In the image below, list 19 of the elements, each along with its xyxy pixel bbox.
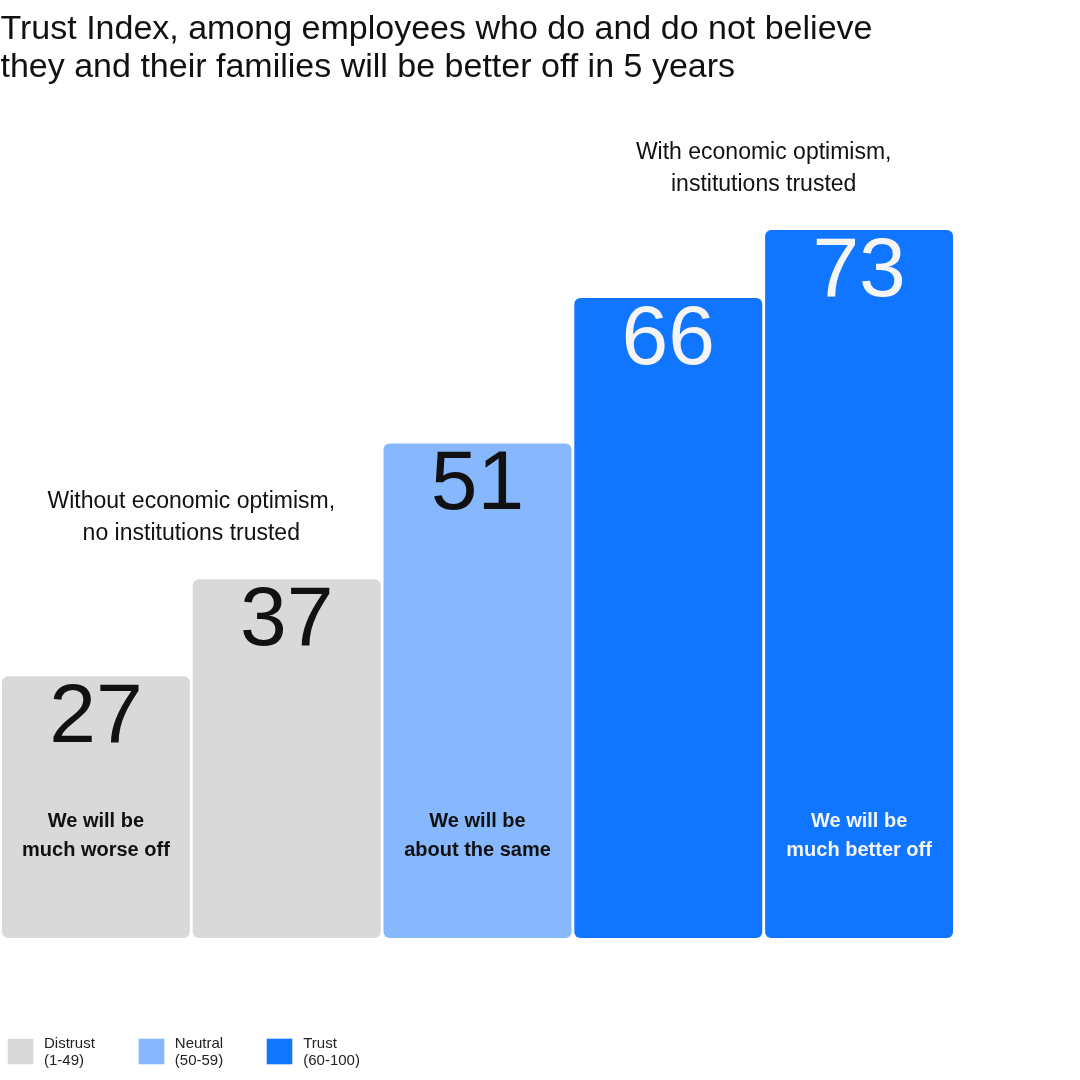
data-label: 66: [621, 287, 716, 382]
bar: [383, 443, 572, 938]
bar: [192, 579, 381, 938]
data-label: 37: [239, 569, 334, 664]
legend-label: Distrust (1-49): [44, 1034, 95, 1068]
legend-label: Trust (60-100): [303, 1034, 360, 1068]
annotation: Without economic optimism, no institutions trusted: [47, 486, 336, 546]
bar: [1, 676, 190, 938]
chart-title: Trust Index, among employees who do and do not believe they and their families will be better off in 5 years: [0, 7, 873, 84]
x-tick-label: We will be much worse off: [22, 809, 171, 860]
data-label: 51: [430, 433, 525, 528]
data-label: 73: [812, 220, 906, 315]
x-tick-label: We will be about the same: [404, 809, 551, 860]
legend-label: Neutral (50-59): [174, 1034, 224, 1068]
data-label: 27: [49, 666, 143, 761]
x-tick-label: We will be much better off: [786, 809, 933, 860]
text: With economic optimism, institutions trusted: [635, 137, 892, 197]
bar: [765, 230, 954, 938]
bar: [574, 297, 763, 938]
